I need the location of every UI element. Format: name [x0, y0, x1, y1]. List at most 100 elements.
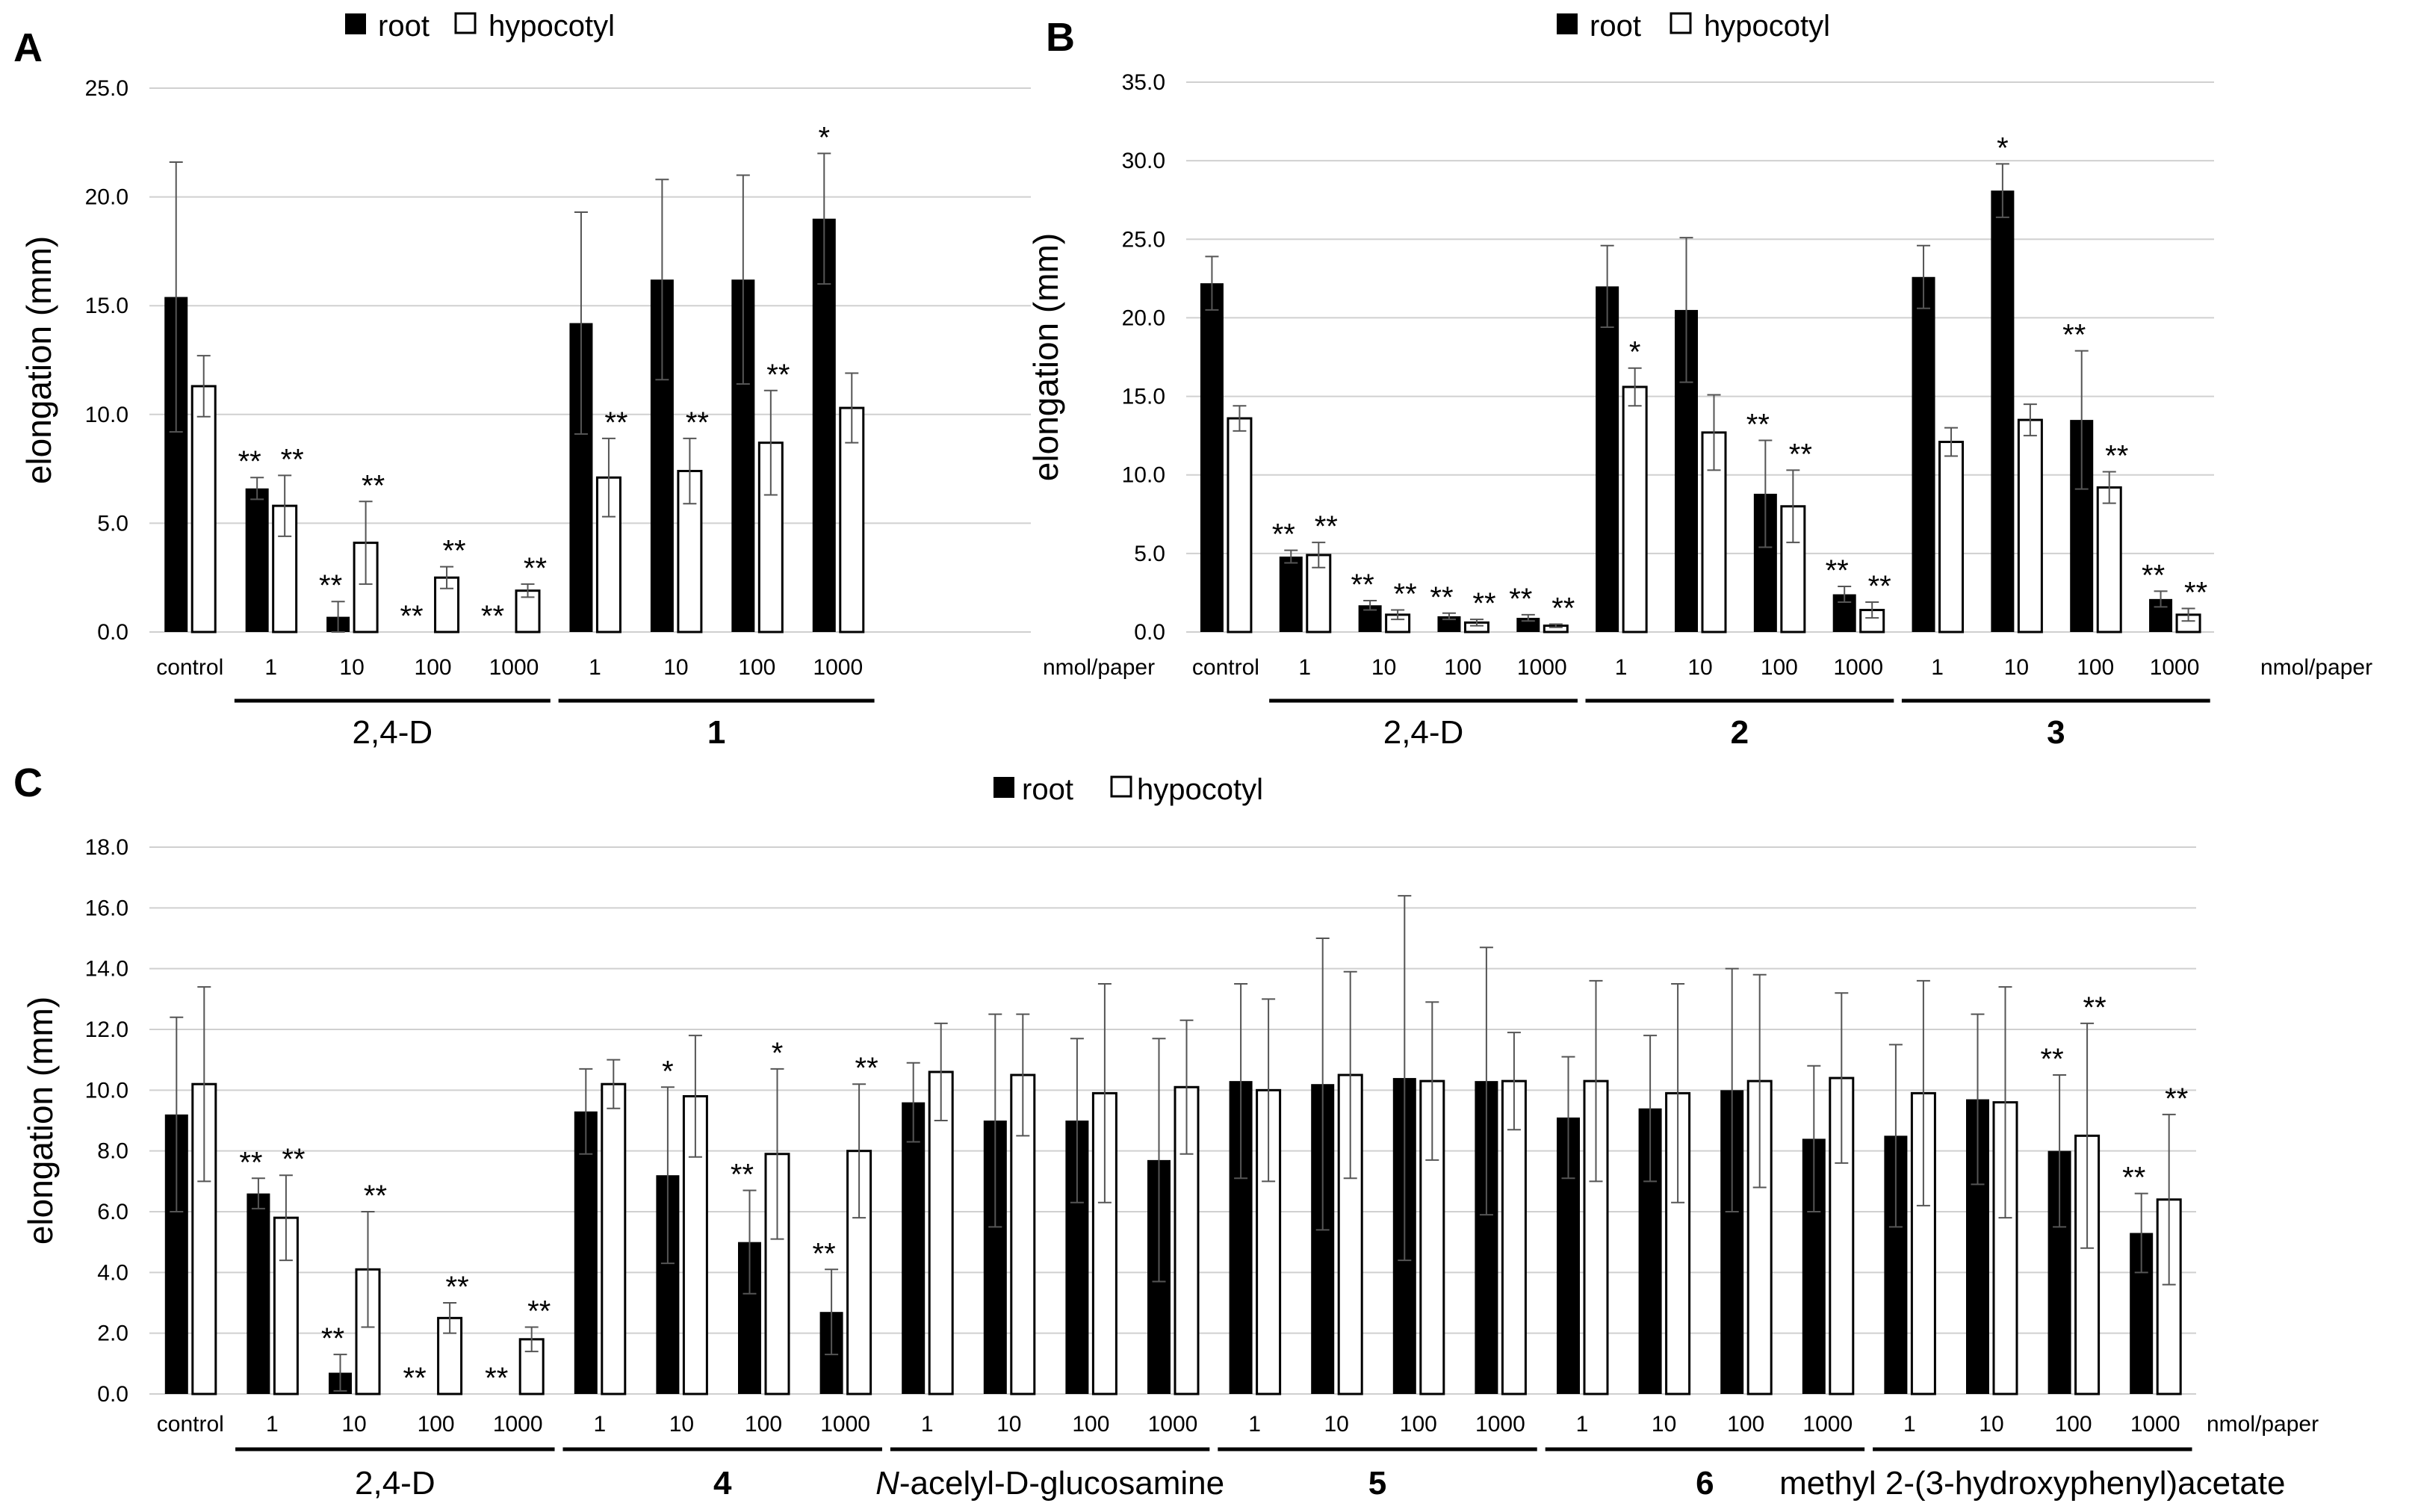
panel-c-x-category-label: 1	[593, 1412, 606, 1437]
panel-b-bar-hypocotyl	[1227, 417, 1253, 633]
panel-c-x-category-label: 1000	[2130, 1412, 2180, 1437]
panel-b-x-category-label: 1000	[1517, 655, 1567, 680]
panel-a-x-category-label: 1	[264, 655, 277, 680]
panel-c-x-category-label: 10	[669, 1412, 694, 1437]
panel-b-ytick-label: 35.0	[1122, 70, 1165, 95]
panel-c-x-category-label: 100	[418, 1412, 455, 1437]
panel-a-bar-root	[245, 488, 269, 632]
panel-b-legend-hypocotyl-swatch	[1670, 12, 1692, 34]
panel-c-x-category-label: 10	[341, 1412, 366, 1437]
panel-a-x-category-label: control	[156, 655, 223, 680]
panel-a-significance-hypocotyl: **	[362, 469, 385, 502]
panel-b-significance-hypocotyl: **	[1868, 570, 1891, 603]
panel-b-significance-root: **	[2142, 559, 2165, 592]
panel-a-x-category-label: 10	[663, 655, 688, 680]
panel-b-x-category-label: 10	[1687, 655, 1712, 680]
panel-a-x-category-label: 1000	[489, 655, 539, 680]
panel-b-significance-root: **	[1826, 554, 1849, 587]
panel-a-legend-hypocotyl-swatch	[454, 12, 477, 34]
panel-b-x-category-label: 100	[1444, 655, 1481, 680]
panel-a-x-category-label: 10	[339, 655, 364, 680]
panel-c-ytick-label: 12.0	[85, 1017, 128, 1042]
panel-c-x-category-label: 1000	[820, 1412, 870, 1437]
panel-c-significance-hypocotyl: **	[527, 1295, 551, 1328]
panel-c-significance-root: **	[731, 1159, 754, 1192]
panel-a-significance-hypocotyl: **	[281, 443, 304, 476]
panel-b-significance-hypocotyl: **	[1789, 438, 1812, 471]
panel-a-significance-root: **	[400, 600, 423, 633]
panel-c-x-category-label: 10	[996, 1412, 1021, 1437]
panel-a-unit-label: nmol/paper	[1043, 655, 1155, 680]
panel-c-group-label: 4	[713, 1465, 732, 1502]
panel-a-ytick-label: 15.0	[85, 294, 128, 318]
panel-a-y-axis-label: elongation (mm)	[19, 236, 58, 484]
panel-c-significance-root: **	[239, 1146, 262, 1179]
panel-a-significance-root: *	[818, 121, 830, 154]
panel-b-significance-root: **	[1272, 518, 1295, 551]
panel-c-bar-root	[902, 1102, 926, 1394]
panel-c-x-category-label: 1	[1903, 1412, 1916, 1437]
panel-c-significance-hypocotyl: **	[2083, 991, 2106, 1024]
panel-a-x-category-label: 100	[738, 655, 775, 680]
panel-a-x-category-label: 100	[415, 655, 452, 680]
panel-c-significance-root: **	[485, 1362, 508, 1395]
panel-a-significance-root: **	[481, 600, 504, 633]
panel-c-significance-root: **	[321, 1322, 344, 1355]
panel-b-legend-root-label: root	[1590, 10, 1641, 43]
panel-c-significance-hypocotyl: **	[2165, 1082, 2188, 1115]
panel-b-x-category-label: 10	[1371, 655, 1396, 680]
panel-b-x-category-label: 1000	[2150, 655, 2200, 680]
panel-c-x-category-label: 1000	[1148, 1412, 1198, 1437]
panel-c-x-category-label: 1	[1576, 1412, 1589, 1437]
panel-a-group-label: 2,4-D	[353, 714, 433, 751]
panel-b-significance-hypocotyl: **	[2184, 576, 2207, 609]
panel-a-significance-hypocotyl: **	[604, 406, 627, 439]
panel-a-legend-root-swatch	[345, 13, 366, 34]
panel-c-x-category-label: 1000	[1475, 1412, 1525, 1437]
panel-b-ytick-label: 15.0	[1122, 385, 1165, 409]
panel-a-legend-hypocotyl-label: hypocotyl	[489, 10, 615, 43]
panel-b-significance-root: **	[1351, 568, 1374, 601]
panel-a-x-category-label: 1	[589, 655, 601, 680]
panel-a-ytick-label: 25.0	[85, 76, 128, 101]
panel-a-significance-hypocotyl: **	[766, 359, 790, 391]
panel-c-x-category-label: 100	[1727, 1412, 1764, 1437]
panel-b-x-category-label: 1	[1615, 655, 1628, 680]
panel-c-significance-root: **	[2122, 1162, 2145, 1195]
panel-c-ytick-label: 10.0	[85, 1078, 128, 1103]
panel-c-ytick-label: 2.0	[97, 1322, 128, 1346]
panel-b-significance-root: **	[2062, 319, 2086, 352]
panel-b-bar-root	[1279, 557, 1303, 632]
panel-b-x-category-label: 100	[2077, 655, 2114, 680]
panel-c-bar-hypocotyl	[1501, 1079, 1527, 1395]
panel-b-legend-hypocotyl-label: hypocotyl	[1704, 10, 1830, 43]
panel-c-legend-hypocotyl-label: hypocotyl	[1137, 773, 1263, 806]
panel-b-ytick-label: 0.0	[1134, 620, 1165, 645]
panel-b-bar-root	[1912, 276, 1935, 632]
panel-c-x-category-label: 100	[2055, 1412, 2092, 1437]
panel-c-bar-hypocotyl	[1091, 1091, 1117, 1395]
panel-a-significance-root: **	[238, 445, 261, 478]
panel-a-legend-root-label: root	[378, 10, 430, 43]
panel-c-group-label: methyl 2-(3-hydroxyphenyl)acetate	[1779, 1465, 2285, 1502]
panel-a-x-category-label: 1000	[813, 655, 863, 680]
panel-c-significance-root: **	[813, 1237, 836, 1270]
panel-c-x-category-label: 10	[1652, 1412, 1676, 1437]
panel-b-bar-root	[1437, 616, 1461, 632]
panel-c-legend-root-swatch	[993, 777, 1014, 798]
panel-c-ytick-label: 0.0	[97, 1382, 128, 1407]
panel-b-bar-hypocotyl	[1622, 385, 1648, 633]
panel-b-bar-hypocotyl	[2096, 486, 2122, 633]
panel-b-x-category-label: control	[1192, 655, 1259, 680]
panel-c-ytick-label: 18.0	[85, 835, 128, 860]
panel-b-ytick-label: 25.0	[1122, 227, 1165, 252]
panel-a-bar-hypocotyl	[190, 385, 217, 633]
panel-c-bar-root	[574, 1111, 598, 1394]
panel-b-x-category-label: 10	[2004, 655, 2029, 680]
panel-c-unit-label: nmol/paper	[2207, 1412, 2319, 1437]
panel-a-bar-hypocotyl	[272, 504, 298, 633]
panel-c-ytick-label: 8.0	[97, 1139, 128, 1164]
panel-a-significance-hypocotyl: **	[524, 552, 547, 585]
panel-b-x-category-label: 1	[1298, 655, 1311, 680]
panel-c-legend-hypocotyl-swatch	[1110, 775, 1132, 798]
